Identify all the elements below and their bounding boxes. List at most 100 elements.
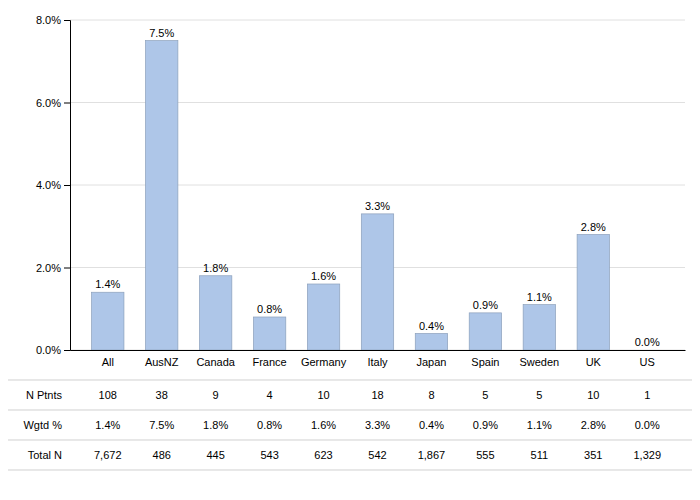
table-cell: 38 <box>156 389 168 401</box>
axis-line <box>64 21 71 351</box>
table-cell: 0.4% <box>419 419 444 431</box>
table-cell: 1.4% <box>95 419 120 431</box>
table-cell: 108 <box>99 389 117 401</box>
bar <box>146 41 178 350</box>
table-rule <box>8 470 692 471</box>
table-cell: 542 <box>368 449 386 461</box>
tick-label: 2.0% <box>36 262 61 274</box>
tick-label: AusNZ <box>145 356 179 368</box>
data-label: 0.8% <box>257 303 282 315</box>
table-cell: 543 <box>260 449 278 461</box>
tick-label: Germany <box>301 356 347 368</box>
tick-label: 8.0% <box>36 14 61 26</box>
tick-label: US <box>640 356 655 368</box>
table-rule <box>8 380 692 381</box>
y-axis: 0.0% 2.0% 4.0% 6.0% 8.0% <box>36 14 71 356</box>
bar <box>307 284 339 350</box>
table-cell: 10 <box>587 389 599 401</box>
data-label: 2.8% <box>581 221 606 233</box>
y-tick: 2.0% <box>36 262 70 274</box>
data-label: 0.9% <box>473 299 498 311</box>
table-cell: 0.0% <box>635 419 660 431</box>
table-cell: 351 <box>584 449 602 461</box>
bar <box>92 292 124 350</box>
table-cell: 8 <box>428 389 434 401</box>
x-tick: UK <box>586 356 602 368</box>
bar <box>199 276 231 350</box>
grid-line <box>70 20 685 21</box>
table-rule <box>8 410 692 411</box>
tick-label: Italy <box>367 356 388 368</box>
table-cell: 511 <box>531 449 549 461</box>
table-cell: 18 <box>371 389 383 401</box>
table-cell: 486 <box>153 449 171 461</box>
bar <box>469 313 501 350</box>
axis-line <box>71 350 686 351</box>
x-tick: Canada <box>196 356 235 368</box>
tick-mark <box>64 103 70 104</box>
bar <box>631 350 663 351</box>
table-cell: 4 <box>267 389 273 401</box>
data-label: 1.1% <box>527 291 552 303</box>
data-label: 1.8% <box>203 262 228 274</box>
table-cell: 0.8% <box>257 419 282 431</box>
x-tick: France <box>252 356 286 368</box>
y-tick: 4.0% <box>36 179 70 191</box>
x-tick: US <box>640 356 655 368</box>
x-tick: Japan <box>416 356 446 368</box>
table-cell: 7,672 <box>94 449 122 461</box>
data-label: 1.6% <box>311 270 336 282</box>
table-cell: 7.5% <box>149 419 174 431</box>
table-cell: 623 <box>314 449 332 461</box>
x-tick: Sweden <box>519 356 559 368</box>
table-cell: 445 <box>206 449 224 461</box>
table-cell: 2.8% <box>581 419 606 431</box>
bar <box>577 235 609 351</box>
tick-label: Canada <box>196 356 235 368</box>
table-cell: 9 <box>213 389 219 401</box>
table-cell: 555 <box>476 449 494 461</box>
tick-mark <box>64 185 70 186</box>
tick-label: Sweden <box>519 356 559 368</box>
tick-label: Spain <box>471 356 499 368</box>
table-cell: 5 <box>482 389 488 401</box>
tick-mark <box>64 268 70 269</box>
grid <box>70 20 685 350</box>
table-cell: 0.9% <box>473 419 498 431</box>
tick-label: France <box>252 356 286 368</box>
tick-label: 6.0% <box>36 97 61 109</box>
x-tick: Germany <box>301 356 347 368</box>
x-tick: AusNZ <box>145 356 179 368</box>
tick-label: 4.0% <box>36 179 61 191</box>
tick-label: 0.0% <box>36 344 61 356</box>
table-cell: 1.8% <box>203 419 228 431</box>
table-rule <box>8 440 692 441</box>
data-label: 7.5% <box>149 27 174 39</box>
table-cell: 1,867 <box>418 449 446 461</box>
table-cell: 1 <box>644 389 650 401</box>
tick-label: All <box>102 356 114 368</box>
x-axis: All AusNZ Canada France Germany Italy Japan Spa… <box>71 351 686 368</box>
table-cell: 1,329 <box>633 449 661 461</box>
x-tick: All <box>102 356 114 368</box>
tick-mark <box>64 20 70 21</box>
table-cell: 10 <box>317 389 329 401</box>
table-row-label: Total N <box>28 449 62 461</box>
bar <box>523 305 555 350</box>
table-row-label: N Ptnts <box>26 389 63 401</box>
data-label: 0.4% <box>419 320 444 332</box>
data-labels: 1.4%7.5%1.8%0.8%1.6%3.3%0.4%0.9%1.1%2.8%… <box>95 27 660 348</box>
bar <box>361 214 393 350</box>
table-cell: 5 <box>536 389 542 401</box>
tick-mark <box>64 350 70 351</box>
data-label: 3.3% <box>365 200 390 212</box>
y-tick: 0.0% <box>36 344 70 356</box>
bars <box>92 41 610 350</box>
table: N Ptnts10838941018855101Wgtd %1.4%7.5%1.… <box>8 380 692 470</box>
bar <box>415 334 447 351</box>
chart: 1.4% 7.5% 1.8% 0.8% 1.6% 3.3% 0.4% 0.9% 1.1% 2.8%… <box>0 0 700 500</box>
y-tick: 8.0% <box>36 14 70 26</box>
bar <box>253 317 285 350</box>
tick-label: UK <box>586 356 602 368</box>
table-cell: 1.1% <box>527 419 552 431</box>
